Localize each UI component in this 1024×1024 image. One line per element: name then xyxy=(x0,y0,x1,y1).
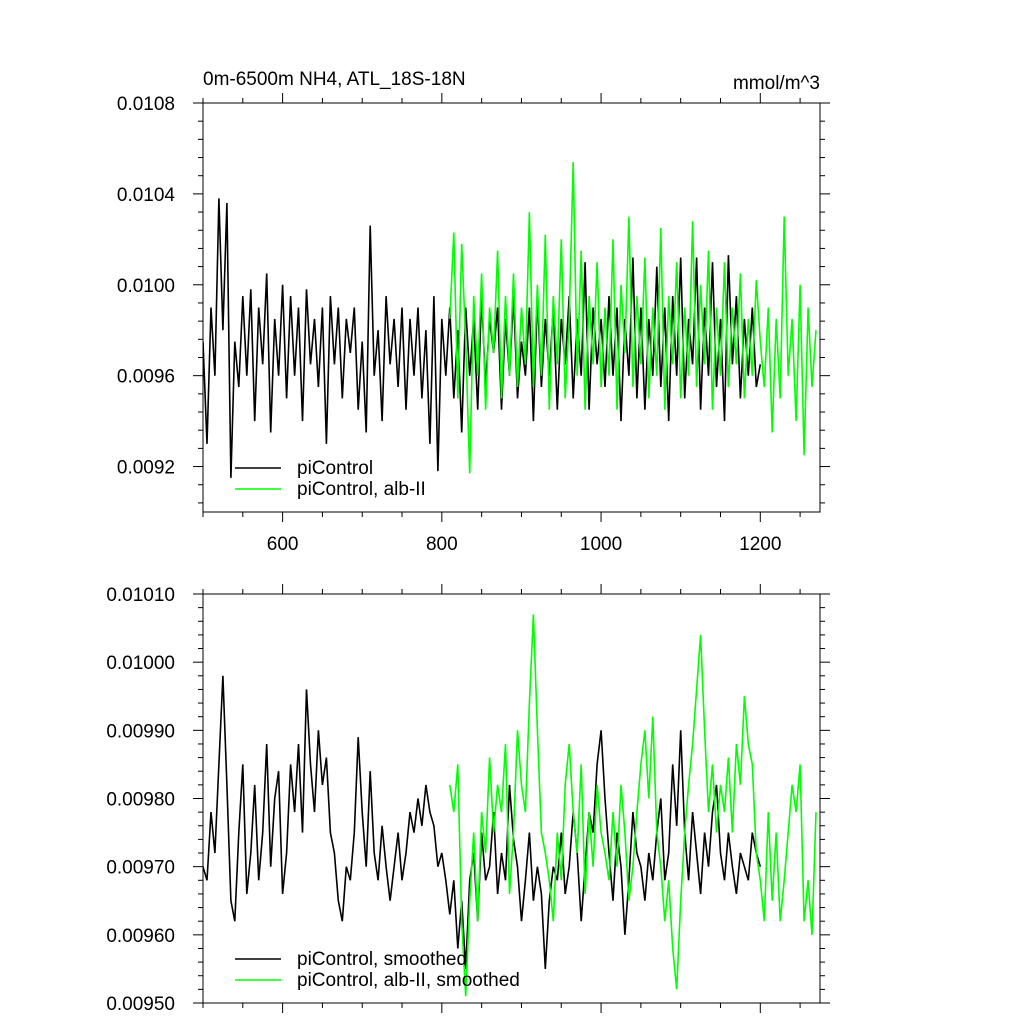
legend-label: piControl, smoothed xyxy=(297,949,467,970)
y-tick-label: 0.00990 xyxy=(106,721,175,742)
x-tick-label: 1200 xyxy=(739,534,781,555)
y-tick-label: 0.00960 xyxy=(106,926,175,947)
plot-frame xyxy=(202,102,821,513)
y-tick-label: 0.00950 xyxy=(106,994,175,1015)
y-tick-label: 0.0096 xyxy=(117,367,175,388)
y-tick-label: 0.01000 xyxy=(106,653,175,674)
series-line-alb-ii xyxy=(449,614,817,997)
y-tick-label: 0.01010 xyxy=(106,585,175,606)
legend-label: piControl, alb-II xyxy=(297,479,426,500)
chart-title: 0m-6500m NH4, ATL_18S-18N xyxy=(203,69,466,90)
y-tick-label: 0.00970 xyxy=(106,858,175,879)
legend-label: piControl xyxy=(297,458,373,479)
legend-label: piControl, alb-II, smoothed xyxy=(297,970,520,991)
series-line-picontrol xyxy=(203,198,762,478)
y-tick-label: 0.0100 xyxy=(117,276,175,297)
y-tick-label: 0.0108 xyxy=(117,94,175,115)
top-panel: 600 800 1000 1200 0.0092 0.0096 0.0100 0.0104 0.… xyxy=(117,69,830,555)
y-tick-label: 0.0104 xyxy=(117,185,176,206)
x-tick-label: 600 xyxy=(267,534,299,555)
x-tick-label: 1000 xyxy=(580,534,622,555)
y-tick-label: 0.0092 xyxy=(117,458,175,479)
bottom-panel: 0.00950 0.00960 0.00970 0.00980 0.00990 0.010… xyxy=(106,584,830,1015)
x-tick-label: 800 xyxy=(426,534,458,555)
y-tick-label: 0.00980 xyxy=(106,790,175,811)
series-line-alb-ii xyxy=(449,162,817,474)
units-label: mmol/m^3 xyxy=(733,73,820,94)
